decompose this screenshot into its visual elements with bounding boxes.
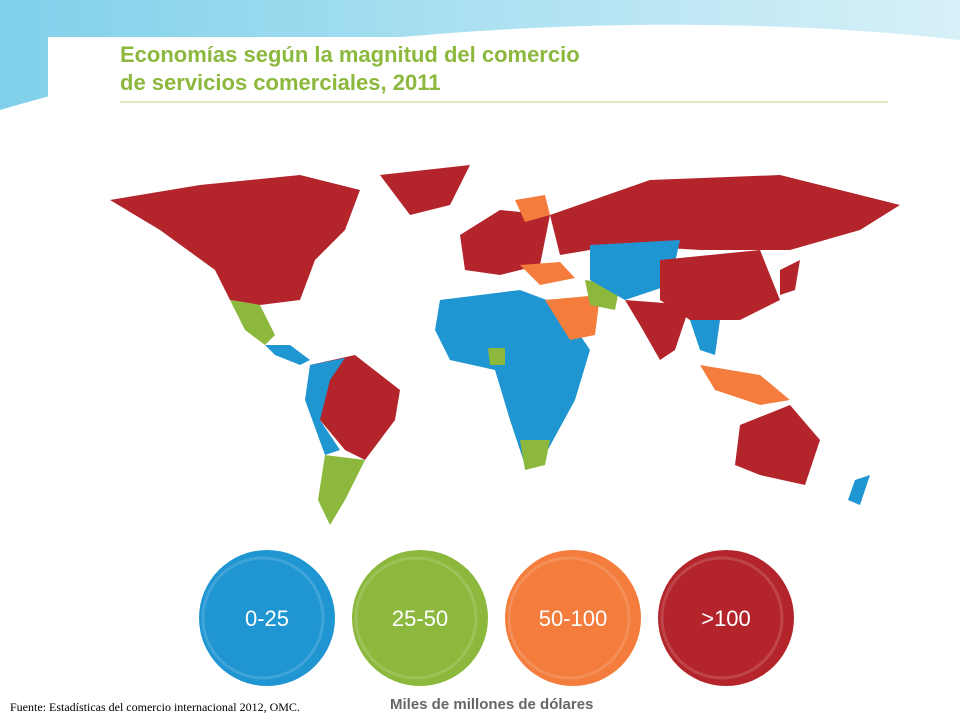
region — [488, 348, 505, 365]
region — [435, 290, 590, 465]
region — [545, 295, 600, 340]
region — [780, 260, 800, 295]
region — [265, 345, 310, 365]
region — [110, 175, 360, 305]
source-note: Fuente: Estadísticas del comercio intern… — [10, 700, 300, 714]
region — [690, 320, 720, 355]
region — [515, 195, 550, 222]
region — [230, 300, 275, 345]
region — [520, 262, 575, 285]
legend: 0-25 25-50 50-100 >100 — [199, 550, 794, 686]
legend-label: 25-50 — [392, 606, 448, 631]
region — [310, 355, 400, 460]
title-line: de servicios comerciales, 2011 — [120, 70, 440, 95]
world-map — [110, 165, 900, 525]
title-line: Economías según la magnitud del comercio — [120, 42, 580, 67]
region — [590, 240, 680, 300]
legend-swatch-inner — [354, 556, 478, 680]
legend-label: 50-100 — [539, 606, 608, 631]
region — [460, 210, 550, 275]
region — [625, 300, 690, 360]
region — [305, 358, 345, 455]
unit-label: Miles de millones de dólares — [390, 696, 593, 713]
region — [550, 175, 900, 255]
legend-swatch-inner — [201, 556, 325, 680]
region — [318, 455, 365, 525]
legend-label: 0-25 — [245, 606, 289, 631]
legend-swatch-inner — [660, 556, 784, 680]
region — [735, 405, 820, 485]
region — [700, 365, 790, 405]
region — [380, 165, 470, 215]
legend-swatch-inner — [507, 556, 631, 680]
region — [660, 250, 780, 320]
legend-label: >100 — [701, 606, 751, 631]
region — [848, 475, 870, 505]
header-swoosh — [0, 0, 960, 110]
region — [520, 440, 550, 470]
